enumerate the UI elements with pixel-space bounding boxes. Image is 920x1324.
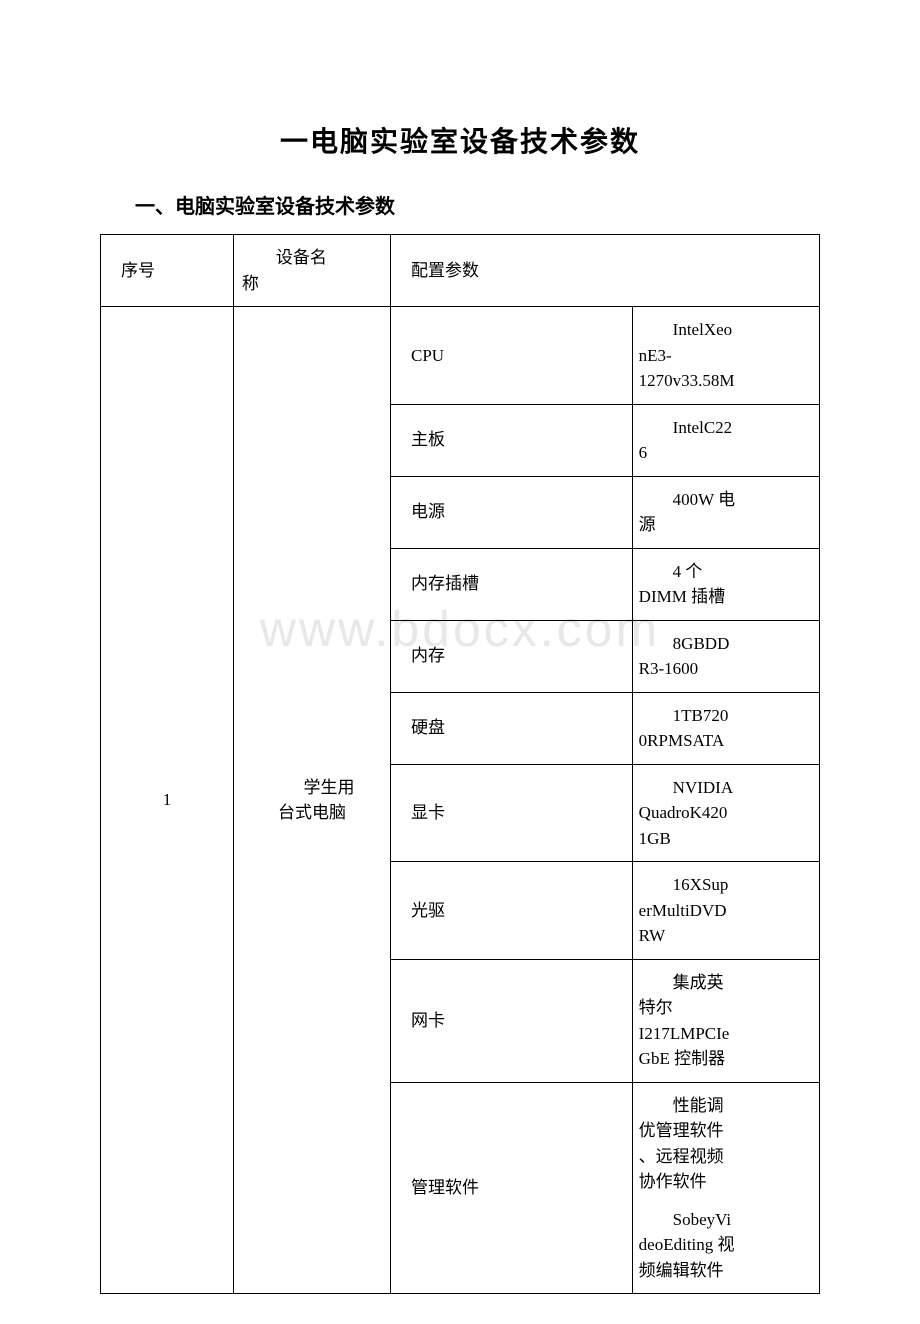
cell-value: 16XSup erMultiDVD RW bbox=[632, 862, 819, 960]
header-name-line1: 设备名 bbox=[242, 245, 382, 271]
device-name-line1: 学生用 bbox=[242, 775, 382, 801]
value-line: 频编辑软件 bbox=[639, 1261, 724, 1280]
value-line: deoEditing 视 bbox=[639, 1235, 735, 1254]
value-line: 源 bbox=[639, 515, 656, 534]
value-line: 1TB720 bbox=[639, 703, 811, 729]
cell-value: 8GBDD R3-1600 bbox=[632, 620, 819, 692]
cell-param: CPU bbox=[391, 307, 633, 405]
value-line: 集成英 bbox=[639, 970, 811, 996]
cell-seq: 1 bbox=[101, 307, 234, 1294]
cell-value: NVIDIA QuadroK420 1GB bbox=[632, 764, 819, 862]
cell-value: 性能调 优管理软件 、远程视频 协作软件 SobeyVi deoEditing … bbox=[632, 1082, 819, 1294]
specification-table: 序号 设备名 称 配置参数 1 学生用 台式电脑 CPU IntelXeo nE… bbox=[100, 234, 820, 1294]
cell-device-name: 学生用 台式电脑 bbox=[233, 307, 390, 1294]
cell-param: 管理软件 bbox=[391, 1082, 633, 1294]
header-seq: 序号 bbox=[101, 235, 234, 307]
cell-value: 1TB720 0RPMSATA bbox=[632, 692, 819, 764]
cell-value: 400W 电 源 bbox=[632, 476, 819, 548]
cell-param: 内存 bbox=[391, 620, 633, 692]
cell-param: 电源 bbox=[391, 476, 633, 548]
cell-param: 主板 bbox=[391, 404, 633, 476]
value-line: 1270v33.58M bbox=[639, 371, 735, 390]
header-device-name: 设备名 称 bbox=[233, 235, 390, 307]
value-line: DIMM 插槽 bbox=[639, 587, 725, 606]
header-name-line2: 称 bbox=[242, 274, 259, 293]
cell-value: IntelC22 6 bbox=[632, 404, 819, 476]
cell-param: 网卡 bbox=[391, 959, 633, 1082]
cell-param: 硬盘 bbox=[391, 692, 633, 764]
header-config-param: 配置参数 bbox=[391, 235, 820, 307]
value-line: NVIDIA bbox=[639, 775, 811, 801]
value-line: 协作软件 bbox=[639, 1172, 707, 1191]
value-line: IntelC22 bbox=[639, 415, 811, 441]
value-line: erMultiDVD bbox=[639, 901, 727, 920]
cell-param: 显卡 bbox=[391, 764, 633, 862]
value-line: 特尔 bbox=[639, 998, 673, 1017]
cell-param: 内存插槽 bbox=[391, 548, 633, 620]
value-line: RW bbox=[639, 926, 665, 945]
value-line: 、远程视频 bbox=[639, 1147, 724, 1166]
value-line: QuadroK420 bbox=[639, 803, 728, 822]
table-header-row: 序号 设备名 称 配置参数 bbox=[101, 235, 820, 307]
value-line: 4 个 bbox=[639, 559, 811, 585]
section-subtitle: 一、电脑实验室设备技术参数 bbox=[100, 190, 820, 219]
value-line: SobeyVi bbox=[639, 1207, 811, 1233]
device-name-line2: 台式电脑 bbox=[278, 803, 346, 822]
value-paragraph: 性能调 优管理软件 、远程视频 协作软件 bbox=[639, 1093, 811, 1195]
value-line: 1GB bbox=[639, 829, 671, 848]
value-line: R3-1600 bbox=[639, 659, 699, 678]
table-row: 1 学生用 台式电脑 CPU IntelXeo nE3- 1270v33.58M bbox=[101, 307, 820, 405]
cell-param: 光驱 bbox=[391, 862, 633, 960]
cell-value: IntelXeo nE3- 1270v33.58M bbox=[632, 307, 819, 405]
cell-value: 4 个 DIMM 插槽 bbox=[632, 548, 819, 620]
value-line: 优管理软件 bbox=[639, 1121, 724, 1140]
value-line: 0RPMSATA bbox=[639, 731, 725, 750]
value-line: 16XSup bbox=[639, 872, 811, 898]
value-line: 6 bbox=[639, 443, 648, 462]
value-line: 8GBDD bbox=[639, 631, 811, 657]
cell-value: 集成英 特尔 I217LMPCIe GbE 控制器 bbox=[632, 959, 819, 1082]
value-line: nE3- bbox=[639, 346, 672, 365]
value-line: GbE 控制器 bbox=[639, 1049, 725, 1068]
value-paragraph: SobeyVi deoEditing 视 频编辑软件 bbox=[639, 1207, 811, 1284]
page-title: 一电脑实验室设备技术参数 bbox=[100, 120, 820, 160]
value-line: IntelXeo bbox=[639, 317, 811, 343]
value-line: 性能调 bbox=[639, 1093, 811, 1119]
value-line: 400W 电 bbox=[639, 487, 811, 513]
value-line: I217LMPCIe bbox=[639, 1024, 730, 1043]
